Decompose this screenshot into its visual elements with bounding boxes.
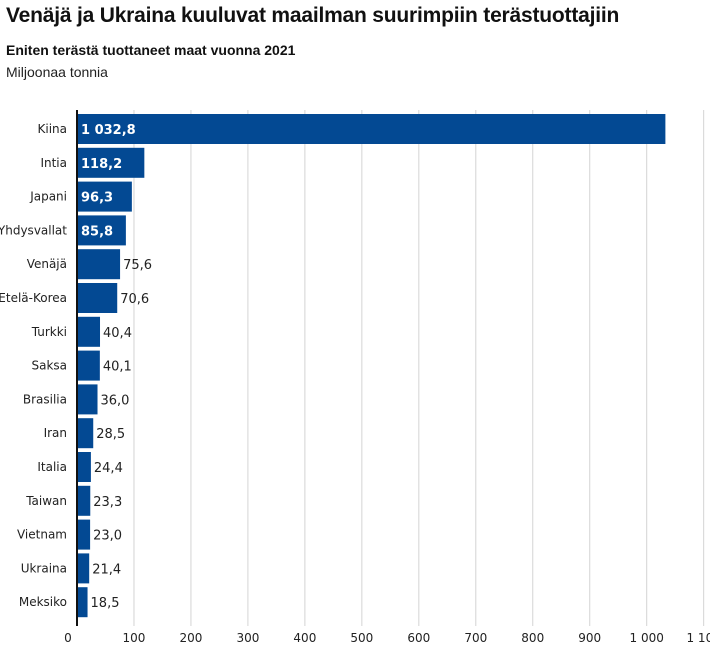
bar-10 (77, 452, 91, 482)
value-labels: 1 032,8 118,2 96,3 85,8 75,6 70,6 40,4 40,1 36,0… (81, 123, 152, 611)
bar-5 (77, 283, 118, 313)
value-label: 36,0 (101, 393, 130, 408)
category-label: Saksa (31, 359, 67, 373)
bar-12 (77, 519, 91, 550)
category-label: Etelä-Korea (0, 291, 67, 305)
category-label: Taiwan (25, 494, 67, 508)
value-label: 40,1 (103, 360, 132, 375)
value-label: 75,6 (123, 258, 152, 273)
x-tick-label: 800 (521, 631, 544, 645)
bar-7 (77, 350, 100, 381)
category-label: Turkki (31, 325, 67, 339)
bar-0 (77, 114, 666, 144)
grid-lines (133, 110, 705, 626)
unit-label: Miljoonaa tonnia (6, 64, 108, 80)
category-label: Iran (44, 426, 67, 440)
x-tick-label: 1 000 (630, 631, 664, 645)
x-tick-label: 100 (123, 631, 146, 645)
bar-11 (77, 485, 91, 516)
x-axis-tick-labels: 0 100 200 300 400 500 600 700 800 900 1 000 1 100 (64, 631, 710, 645)
value-label: 18,5 (91, 596, 120, 611)
x-tick-label: 900 (578, 631, 601, 645)
value-label: 118,2 (81, 157, 122, 172)
x-tick-label: 1 100 (686, 631, 710, 645)
value-label: 85,8 (81, 224, 113, 239)
category-label: Italia (37, 460, 67, 474)
category-label: Yhdysvallat (0, 223, 67, 237)
value-label: 24,4 (94, 461, 123, 476)
bar-13 (77, 553, 90, 584)
category-label: Brasilia (23, 392, 67, 406)
bar-8 (77, 384, 98, 415)
chart-title: Venäjä ja Ukraina kuuluvat maailman suur… (6, 4, 620, 27)
value-label: 70,6 (120, 292, 149, 307)
category-label: Vietnam (17, 528, 67, 542)
category-labels: Kiina Intia Japani Yhdysvallat Venäjä Etelä-K… (0, 122, 67, 609)
x-tick-label: 600 (407, 631, 430, 645)
x-tick-label: 400 (293, 631, 316, 645)
bar-9 (77, 418, 94, 449)
value-label: 1 032,8 (81, 123, 136, 138)
x-tick-label: 500 (350, 631, 373, 645)
value-label: 40,4 (103, 326, 132, 341)
bar-4 (77, 249, 121, 280)
x-tick-label: 700 (464, 631, 487, 645)
x-tick-label: 300 (236, 631, 259, 645)
value-label: 21,4 (92, 562, 121, 577)
bar-2 (77, 181, 132, 212)
category-label: Meksiko (19, 595, 67, 609)
category-label: Venäjä (27, 257, 67, 271)
x-tick-label: 0 (64, 631, 72, 645)
bar-6 (77, 316, 101, 347)
bar-3 (77, 215, 126, 246)
category-label: Intia (40, 156, 67, 170)
category-label: Ukraina (21, 561, 67, 575)
bar-14 (77, 587, 88, 618)
bars (77, 114, 666, 618)
category-label: Japani (29, 190, 67, 204)
x-tick-label: 200 (179, 631, 202, 645)
bar-1 (77, 147, 145, 178)
category-label: Kiina (38, 122, 68, 136)
value-label: 23,0 (93, 529, 122, 544)
chart-subtitle: Eniten terästä tuottaneet maat vuonna 20… (6, 42, 296, 58)
value-label: 23,3 (93, 495, 122, 510)
value-label: 96,3 (81, 191, 113, 206)
value-label: 28,5 (96, 427, 125, 442)
